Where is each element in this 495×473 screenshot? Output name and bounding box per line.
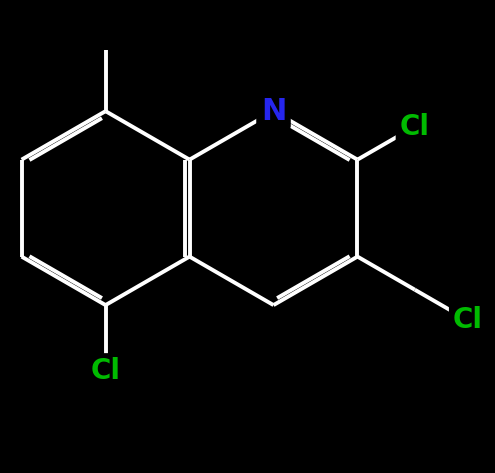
Text: Cl: Cl [400, 113, 430, 140]
Text: N: N [261, 96, 286, 126]
Text: Cl: Cl [91, 357, 121, 385]
Text: Cl: Cl [453, 307, 483, 334]
